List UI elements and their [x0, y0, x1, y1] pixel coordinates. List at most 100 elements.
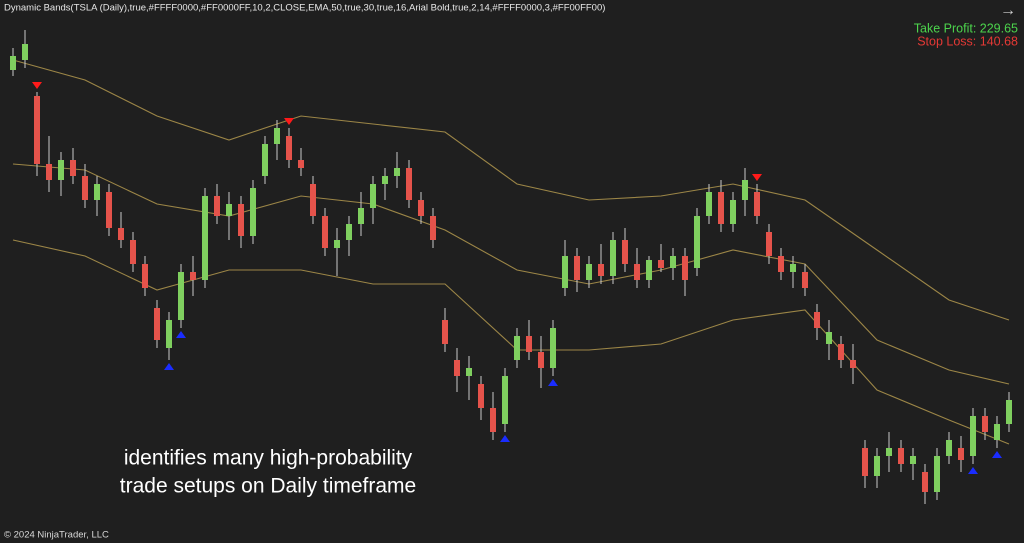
candle-body	[394, 168, 400, 176]
candle-body	[262, 144, 268, 176]
expand-arrow[interactable]: →	[1000, 2, 1016, 19]
candle-body	[250, 188, 256, 236]
candle-body	[838, 344, 844, 360]
candle-body	[550, 328, 556, 368]
candle-body	[202, 196, 208, 280]
candle-body	[10, 56, 16, 70]
candle-body	[514, 336, 520, 360]
candle-body	[178, 272, 184, 320]
take-profit: Take Profit: 229.65	[914, 21, 1018, 35]
copyright: © 2024 NinjaTrader, LLC	[4, 530, 109, 541]
sell-signal	[32, 82, 42, 89]
candle-body	[970, 416, 976, 456]
candle-body	[454, 360, 460, 376]
candle-body	[358, 208, 364, 224]
sell-signal	[284, 118, 294, 125]
candle-body	[22, 44, 28, 60]
candle-body	[574, 256, 580, 280]
candle-body	[586, 264, 592, 280]
candle-body	[958, 448, 964, 460]
candle-body	[874, 456, 880, 476]
candle-body	[1006, 400, 1012, 424]
candle-body	[694, 216, 700, 268]
candle-body	[910, 456, 916, 464]
candle-body	[814, 312, 820, 328]
buy-signal	[548, 379, 558, 386]
candle-body	[370, 184, 376, 208]
candle-body	[322, 216, 328, 248]
candle-body	[538, 352, 544, 368]
candle-body	[766, 232, 772, 256]
candle-body	[214, 196, 220, 216]
candle-body	[982, 416, 988, 432]
candle-body	[622, 240, 628, 264]
candle-body	[82, 176, 88, 200]
candle-body	[106, 192, 112, 228]
buy-signal	[164, 363, 174, 370]
candle-body	[34, 96, 40, 164]
candle-body	[718, 192, 724, 224]
candle-body	[442, 320, 448, 344]
band-line	[12, 59, 1010, 321]
candle-body	[598, 264, 604, 276]
candle-body	[406, 168, 412, 200]
candle-body	[346, 224, 352, 240]
candle-body	[658, 260, 664, 268]
candle-body	[334, 240, 340, 248]
candle-body	[142, 264, 148, 288]
buy-signal	[992, 451, 1002, 458]
candle-body	[946, 440, 952, 456]
candle-body	[490, 408, 496, 432]
candle-body	[790, 264, 796, 272]
candle-body	[466, 368, 472, 376]
candle-body	[94, 184, 100, 200]
candle-body	[70, 160, 76, 176]
candle-body	[118, 228, 124, 240]
buy-signal	[176, 331, 186, 338]
candle-body	[730, 200, 736, 224]
candle-body	[826, 332, 832, 344]
candle-body	[274, 128, 280, 144]
candle-body	[238, 204, 244, 236]
candle-body	[994, 424, 1000, 440]
candle-body	[130, 240, 136, 264]
buy-signal	[968, 467, 978, 474]
candle-body	[46, 164, 52, 180]
candle-body	[526, 336, 532, 352]
candle-body	[226, 204, 232, 216]
candle-body	[154, 308, 160, 340]
indicator-header: Dynamic Bands(TSLA (Daily),true,#FFFF000…	[4, 3, 605, 14]
candle-body	[298, 160, 304, 168]
candle-body	[682, 256, 688, 280]
band-line	[12, 163, 1010, 385]
candle-body	[850, 360, 856, 368]
candle-body	[706, 192, 712, 216]
candle-body	[670, 256, 676, 268]
candle-body	[562, 256, 568, 288]
candle-body	[634, 264, 640, 280]
candle-body	[430, 216, 436, 240]
plot-area	[10, 30, 1012, 504]
candle-body	[610, 240, 616, 276]
candle-body	[754, 192, 760, 216]
candle-body	[934, 456, 940, 492]
candle-body	[802, 272, 808, 288]
candle-body	[382, 176, 388, 184]
caption-line: identifies many high-probability	[124, 447, 413, 470]
candle-body	[646, 260, 652, 280]
candle-body	[58, 160, 64, 180]
candle-body	[286, 136, 292, 160]
candle-body	[418, 200, 424, 216]
candle-body	[190, 272, 196, 280]
candle-body	[502, 376, 508, 424]
candle-body	[310, 184, 316, 216]
candle-body	[166, 320, 172, 348]
candle-body	[862, 448, 868, 476]
candle-body	[478, 384, 484, 408]
sell-signal	[752, 174, 762, 181]
caption-line: trade setups on Daily timeframe	[120, 475, 416, 498]
buy-signal	[500, 435, 510, 442]
candle-body	[922, 472, 928, 492]
candle-body	[742, 180, 748, 200]
